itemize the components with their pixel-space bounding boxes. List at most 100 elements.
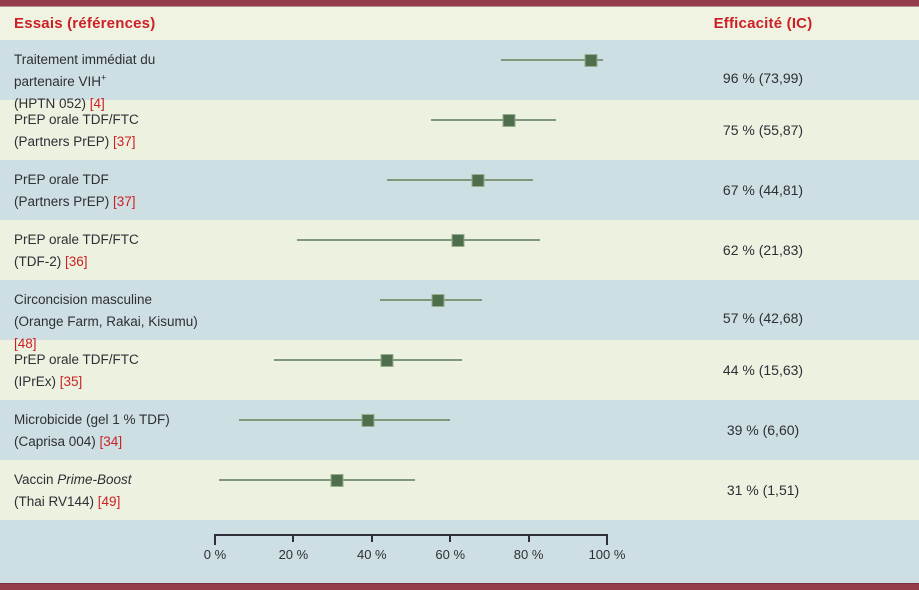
trial-efficacy-cell: 57 % (42,68)	[607, 280, 919, 355]
trial-name-text: Microbicide (gel 1 % TDF)	[14, 412, 170, 427]
point-estimate-marker	[330, 474, 344, 487]
point-estimate-marker	[471, 174, 485, 187]
trial-plot-cell	[215, 280, 607, 355]
trial-detail-text: (IPrEx)	[14, 374, 60, 389]
trials-column-title: Essais (références)	[14, 15, 156, 32]
efficacy-value: 67 % (44,81)	[722, 182, 804, 198]
trial-reference: [35]	[59, 374, 83, 389]
header-efficacy-cell: Efficacité (IC)	[607, 7, 919, 40]
trial-label: Traitement immédiat du partenaire VIH+ (…	[0, 40, 215, 115]
trial-name-text: Traitement immédiat du partenaire VIH	[14, 52, 156, 89]
trial-plot-cell	[215, 400, 607, 460]
trial-name: Traitement immédiat du partenaire VIH+	[14, 49, 215, 93]
axis-tick-label: 80 %	[513, 547, 544, 562]
trial-label: PrEP orale TDF/FTC (TDF-2) [36]	[0, 220, 215, 280]
trial-detail: (Orange Farm, Rakai, Kisumu) [48]	[14, 311, 215, 355]
trial-name-text: Vaccin	[14, 472, 58, 487]
trial-row: PrEP orale TDF/FTC (TDF-2) [36] 62 % (21…	[0, 220, 919, 280]
point-estimate-marker	[361, 414, 375, 427]
trial-detail-text: (HPTN 052)	[14, 96, 90, 111]
confidence-interval-line	[501, 59, 604, 61]
efficacy-value: 96 % (73,99)	[722, 69, 804, 86]
point-estimate-marker	[380, 354, 394, 367]
efficacy-column-title: Efficacité (IC)	[713, 15, 813, 32]
trial-detail: (IPrEx) [35]	[14, 371, 215, 393]
trial-reference: [37]	[113, 194, 136, 209]
trial-name: Microbicide (gel 1 % TDF)	[14, 409, 215, 431]
bottom-maroon-band	[0, 583, 919, 590]
trial-plot-cell	[215, 340, 607, 400]
trial-label: Microbicide (gel 1 % TDF) (Caprisa 004) …	[0, 400, 215, 460]
trial-plot-cell	[215, 220, 607, 280]
axis-tick	[370, 534, 373, 542]
trial-efficacy-cell: 39 % (6,60)	[607, 400, 919, 460]
point-estimate-marker	[502, 114, 516, 127]
trial-detail-text: (Caprisa 004)	[14, 434, 100, 449]
trial-rows: Traitement immédiat du partenaire VIH+ (…	[0, 40, 919, 520]
trial-name-text: Circoncision masculine	[14, 292, 153, 307]
trial-reference: [36]	[65, 254, 88, 269]
trial-name-text: PrEP orale TDF/FTC	[14, 232, 139, 247]
trial-detail-text: (Thai RV144)	[14, 494, 98, 509]
trial-reference: [48]	[14, 336, 37, 351]
table-header: Essais (références) Efficacité (IC)	[0, 7, 919, 40]
trial-row: PrEP orale TDF (Partners PrEP) [37] 67 %…	[0, 160, 919, 220]
efficacy-value: 31 % (1,51)	[726, 482, 800, 498]
trial-detail: (Caprisa 004) [34]	[14, 431, 215, 453]
trial-name-text: PrEP orale TDF/FTC	[14, 352, 139, 367]
efficacy-value: 57 % (42,68)	[722, 309, 804, 326]
trial-reference: [49]	[97, 494, 121, 509]
trial-efficacy-cell: 62 % (21,83)	[607, 220, 919, 280]
axis-tick-label: 20 %	[278, 547, 309, 562]
confidence-interval-line	[387, 179, 533, 181]
point-estimate-marker	[451, 234, 465, 247]
trial-reference: [37]	[113, 134, 136, 149]
confidence-interval-line	[273, 359, 462, 361]
trial-efficacy-cell: 31 % (1,51)	[607, 460, 919, 520]
axis-tick-label: 0 %	[203, 547, 227, 562]
trial-name-text: PrEP orale TDF/FTC	[14, 112, 139, 127]
confidence-interval-line	[218, 479, 415, 481]
trial-plot-cell	[215, 40, 607, 115]
trial-name: Vaccin Prime-Boost	[14, 469, 215, 491]
trial-name: PrEP orale TDF/FTC	[14, 349, 215, 371]
trial-plot-cell	[215, 460, 607, 520]
confidence-interval-line	[430, 119, 557, 121]
header-trials-cell: Essais (références)	[0, 7, 215, 40]
x-axis-line	[215, 534, 607, 536]
confidence-interval-line	[238, 419, 451, 421]
trial-label: PrEP orale TDF (Partners PrEP) [37]	[0, 160, 215, 220]
trial-name: Circoncision masculine	[14, 289, 215, 311]
trial-label: PrEP orale TDF/FTC (IPrEx) [35]	[0, 340, 215, 400]
axis-tick	[527, 534, 530, 542]
efficacy-value: 75 % (55,87)	[722, 122, 804, 138]
trial-row: Vaccin Prime-Boost (Thai RV144) [49] 31 …	[0, 460, 919, 520]
axis-tick-label: 40 %	[356, 547, 387, 562]
point-estimate-marker	[584, 54, 598, 67]
trial-row: PrEP orale TDF/FTC (Partners PrEP) [37] …	[0, 100, 919, 160]
efficacy-value: 62 % (21,83)	[722, 242, 804, 258]
confidence-interval-line	[297, 239, 541, 241]
trial-detail-text: (Orange Farm, Rakai, Kisumu)	[14, 314, 198, 329]
trial-row: Microbicide (gel 1 % TDF) (Caprisa 004) …	[0, 400, 919, 460]
axis-row: 0 % 20 % 40 % 60 % 80 % 100 %	[0, 520, 919, 583]
trial-detail-text: (TDF-2)	[14, 254, 65, 269]
trial-plot-cell	[215, 160, 607, 220]
confidence-interval-line	[379, 299, 482, 301]
trial-name: PrEP orale TDF	[14, 169, 215, 191]
trial-detail: (HPTN 052) [4]	[14, 93, 215, 115]
trial-detail: (TDF-2) [36]	[14, 251, 215, 273]
trial-name: PrEP orale TDF/FTC	[14, 229, 215, 251]
trial-efficacy-cell: 75 % (55,87)	[607, 100, 919, 160]
trial-detail: (Partners PrEP) [37]	[14, 131, 215, 153]
trial-efficacy-cell: 44 % (15,63)	[607, 340, 919, 400]
header-plot-cell	[215, 7, 607, 40]
trial-name-superscript: +	[101, 72, 107, 83]
point-estimate-marker	[431, 294, 445, 307]
axis-tick	[449, 534, 452, 542]
trial-label: Circoncision masculine (Orange Farm, Rak…	[0, 280, 215, 355]
trial-row: Circoncision masculine (Orange Farm, Rak…	[0, 280, 919, 351]
axis-tick	[214, 534, 216, 545]
trial-detail: (Thai RV144) [49]	[14, 491, 215, 513]
